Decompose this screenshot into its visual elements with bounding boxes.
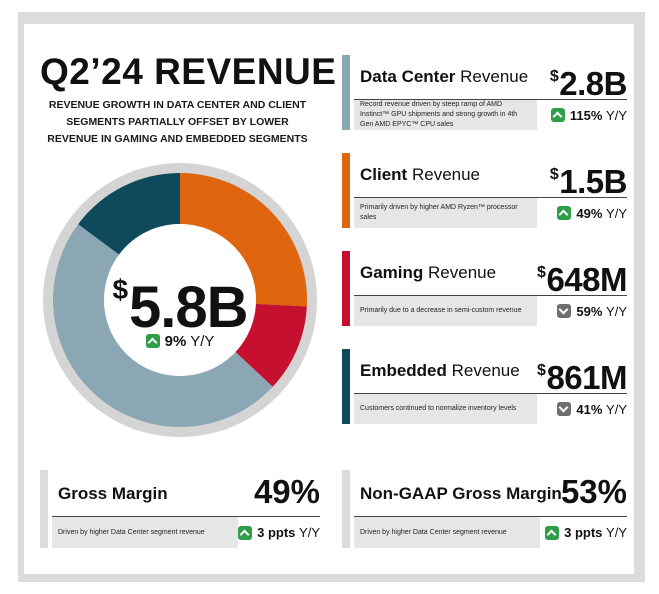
segment-name-bold: Embedded	[360, 361, 447, 380]
card-accent-bar	[40, 470, 48, 548]
margin-value: 53%	[560, 473, 627, 510]
segment-description-box: Record revenue driven by steep ramp of A…	[354, 100, 537, 130]
segment-currency: $	[537, 264, 546, 281]
segment-color-bar	[342, 153, 350, 228]
segment-name-suffix: Revenue	[407, 165, 481, 184]
margin-change-value: 3 ppts	[257, 525, 296, 540]
donut-slice-client	[180, 173, 307, 307]
segment-description: Primarily due to a decrease in semi-cust…	[360, 307, 522, 314]
page-title: Q2’24 REVENUE	[40, 51, 337, 92]
segment-currency: $	[537, 362, 546, 379]
segment-description: Record revenue driven by steep ramp of A…	[360, 101, 518, 128]
arrow-down-icon	[557, 304, 572, 318]
segment-value: $2.8B	[549, 55, 628, 106]
segment-change-unit: Y/Y	[606, 401, 627, 417]
segment-description: Customers continued to normalize invento…	[360, 405, 517, 412]
revenue-donut-chart	[43, 163, 317, 437]
margin-name: Non-GAAP Gross Margin	[360, 484, 562, 503]
total-revenue: $5.8B	[80, 258, 280, 340]
segment-description-box: Customers continued to normalize invento…	[354, 394, 537, 424]
segment-color-bar	[342, 55, 350, 130]
segment-description-box: Primarily driven by higher AMD Ryzen™ pr…	[354, 198, 537, 228]
arrow-up-icon	[550, 108, 565, 122]
total-revenue-change: 9% Y/Y	[80, 332, 280, 352]
divider	[354, 295, 627, 296]
segment-currency: $	[549, 166, 559, 183]
segment-card-gaming: Gaming Revenue $648M Primarily due to a …	[342, 251, 627, 326]
arrow-down-icon	[557, 402, 572, 416]
divider	[354, 393, 627, 394]
segment-change-unit: Y/Y	[606, 205, 627, 221]
segment-change: 49% Y/Y	[539, 198, 627, 228]
margin-description-box: Driven by higher Data Center segment rev…	[354, 517, 540, 548]
segment-name-bold: Gaming	[360, 263, 424, 282]
arrow-up-icon	[557, 206, 572, 220]
segment-value: $1.5B	[549, 153, 628, 204]
segment-description-box: Primarily due to a decrease in semi-cust…	[354, 296, 537, 326]
margin-description: Driven by higher Data Center segment rev…	[58, 528, 205, 536]
segment-name-bold: Client	[360, 165, 408, 184]
margin-value: 49%	[253, 473, 320, 510]
donut-slice-gaming	[235, 303, 307, 387]
margin-change-unit: Y/Y	[606, 525, 627, 540]
segment-change: 41% Y/Y	[539, 394, 627, 424]
arrow-up-icon	[545, 525, 560, 540]
non-gaap-gross-margin-card: Non-GAAP Gross Margin 53% Driven by high…	[342, 470, 627, 548]
margin-name: Gross Margin	[58, 484, 168, 503]
segment-name: Data Center Revenue	[360, 67, 528, 87]
segment-change: 59% Y/Y	[539, 296, 627, 326]
segment-change-value: 41%	[576, 401, 603, 417]
donut-slice-data-center	[53, 224, 273, 427]
total-revenue-currency: $	[112, 274, 128, 305]
segment-color-bar	[342, 349, 350, 424]
total-change-unit: Y/Y	[190, 333, 215, 350]
segment-name: Embedded Revenue	[360, 361, 520, 381]
segment-name: Client Revenue	[360, 165, 480, 185]
segment-change-unit: Y/Y	[606, 107, 627, 123]
gross-margin-card: Gross Margin 49% Driven by higher Data C…	[40, 470, 320, 548]
arrow-up-icon	[238, 525, 253, 540]
margin-change: 3 ppts Y/Y	[537, 517, 627, 548]
divider	[354, 99, 627, 100]
segment-name-bold: Data Center	[360, 67, 456, 86]
segment-description: Primarily driven by higher AMD Ryzen™ pr…	[360, 204, 518, 221]
segment-change-value: 49%	[576, 205, 603, 221]
segment-currency: $	[549, 68, 559, 85]
donut-hole	[104, 224, 256, 376]
segment-name: Gaming Revenue	[360, 263, 496, 283]
margin-change-unit: Y/Y	[299, 525, 320, 540]
total-revenue-value: 5.8B	[129, 275, 249, 340]
card-accent-bar	[342, 470, 350, 548]
segment-value-text: 861M	[546, 359, 627, 396]
segment-value: $861M	[537, 349, 627, 400]
segment-change-value: 115%	[569, 107, 603, 123]
segment-card-data-center: Data Center Revenue $2.8B Record revenue…	[342, 55, 627, 130]
segment-change: 115% Y/Y	[539, 100, 627, 130]
divider	[52, 516, 320, 517]
segment-card-client: Client Revenue $1.5B Primarily driven by…	[342, 153, 627, 228]
segment-name-suffix: Revenue	[423, 263, 497, 282]
donut-slice-embedded	[78, 173, 180, 255]
segment-change-value: 59%	[576, 303, 603, 319]
segment-value-text: 648M	[546, 261, 627, 298]
segment-card-embedded: Embedded Revenue $861M Customers continu…	[342, 349, 627, 424]
margin-change-value: 3 ppts	[564, 525, 603, 540]
margin-description: Driven by higher Data Center segment rev…	[360, 528, 507, 536]
segment-value-text: 2.8B	[559, 65, 627, 102]
segment-name-suffix: Revenue	[455, 67, 529, 86]
arrow-up-icon	[145, 334, 160, 348]
segment-color-bar	[342, 251, 350, 326]
page-subtitle: REVENUE GROWTH IN DATA CENTER AND CLIENT…	[47, 99, 308, 145]
segment-change-unit: Y/Y	[606, 303, 627, 319]
margin-change: 3 ppts Y/Y	[230, 517, 320, 548]
margin-description-box: Driven by higher Data Center segment rev…	[52, 517, 238, 548]
segment-value-text: 1.5B	[559, 163, 627, 200]
segment-name-suffix: Revenue	[446, 361, 520, 380]
total-change-value: 9%	[164, 333, 187, 350]
divider	[354, 516, 627, 517]
divider	[354, 197, 627, 198]
segment-value: $648M	[537, 251, 627, 302]
